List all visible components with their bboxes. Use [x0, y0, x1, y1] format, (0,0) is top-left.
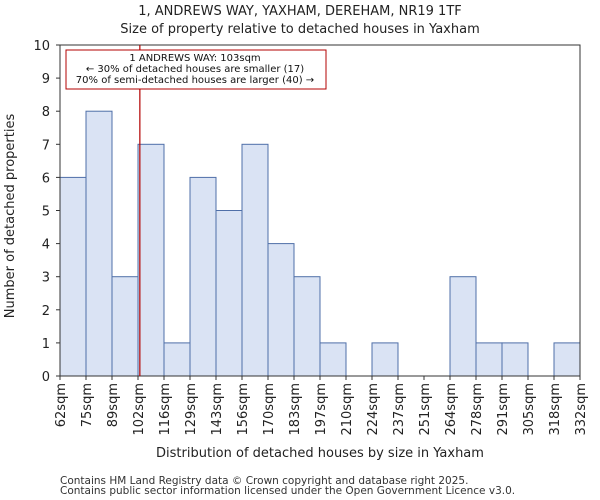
- bar-156sqm: [241, 143, 269, 377]
- x-tick-label: 116sqm: [158, 383, 173, 436]
- x-tick-label: 183sqm: [288, 383, 303, 436]
- y-tick-label: 9: [42, 72, 50, 87]
- bar-89sqm: [111, 276, 139, 377]
- bar-143sqm: [215, 210, 243, 377]
- bar-183sqm: [293, 276, 321, 377]
- y-tick-label: 2: [42, 304, 50, 319]
- x-tick-label: 170sqm: [262, 383, 277, 436]
- x-tick-label: 318sqm: [548, 383, 563, 436]
- bar-278sqm: [475, 342, 503, 377]
- chart-subtitle: Size of property relative to detached ho…: [120, 22, 479, 37]
- footer-line-1: Contains HM Land Registry data © Crown c…: [60, 475, 468, 487]
- bar-318sqm: [553, 342, 581, 377]
- x-tick-label: 156sqm: [236, 383, 251, 436]
- y-tick-label: 8: [42, 105, 50, 120]
- y-axis-ticks: 0 1 2 3 4 5 6 7 8 9 10: [33, 39, 60, 385]
- y-tick-label: 4: [42, 238, 50, 253]
- x-tick-label: 102sqm: [132, 383, 147, 436]
- x-tick-label: 278sqm: [470, 383, 485, 436]
- y-tick-label: 10: [33, 39, 50, 54]
- bar-116sqm: [163, 342, 191, 377]
- annotation-line-3: 70% of semi-detached houses are larger (…: [76, 75, 314, 86]
- x-tick-label: 305sqm: [522, 383, 537, 436]
- bars: [59, 110, 581, 377]
- footer-line-2: Contains public sector information licen…: [60, 485, 515, 497]
- x-tick-label: 264sqm: [444, 383, 459, 436]
- x-tick-label: 224sqm: [366, 383, 381, 436]
- x-tick-label: 332sqm: [574, 383, 589, 436]
- annotation-line-2: ← 30% of detached houses are smaller (17…: [86, 64, 304, 75]
- x-axis-ticks: 62sqm 75sqm 89sqm 102sqm 116sqm 129sqm 143sqm 1…: [54, 376, 589, 436]
- bar-102sqm: [137, 143, 165, 377]
- bar-197sqm: [319, 342, 347, 377]
- bar-291sqm: [501, 342, 529, 377]
- x-tick-label: 62sqm: [54, 383, 69, 427]
- annotation-box: 1 ANDREWS WAY: 103sqm ← 30% of detached …: [65, 49, 327, 90]
- y-tick-label: 5: [42, 205, 50, 220]
- y-tick-label: 0: [42, 370, 50, 385]
- bar-264sqm: [449, 276, 477, 377]
- x-tick-label: 143sqm: [210, 383, 225, 436]
- bar-62sqm: [59, 176, 87, 377]
- x-tick-label: 89sqm: [106, 383, 121, 427]
- x-tick-label: 237sqm: [392, 383, 407, 436]
- x-tick-label: 197sqm: [314, 383, 329, 436]
- bar-224sqm: [371, 342, 399, 377]
- plot-frame: [59, 44, 581, 377]
- x-tick-label: 129sqm: [184, 383, 199, 436]
- x-tick-label: 75sqm: [80, 383, 95, 427]
- x-tick-label: 210sqm: [340, 383, 355, 436]
- y-tick-label: 6: [42, 171, 50, 186]
- x-tick-label: 291sqm: [496, 383, 511, 436]
- y-tick-label: 7: [42, 138, 50, 153]
- y-tick-label: 1: [42, 337, 50, 352]
- chart-title: 1, ANDREWS WAY, YAXHAM, DEREHAM, NR19 1T…: [138, 4, 462, 19]
- x-tick-label: 251sqm: [418, 383, 433, 436]
- x-axis-label: Distribution of detached houses by size …: [156, 446, 484, 461]
- y-axis-label: Number of detached properties: [3, 114, 18, 319]
- bar-75sqm: [85, 110, 113, 377]
- bar-129sqm: [189, 176, 217, 377]
- annotation-line-1: 1 ANDREWS WAY: 103sqm: [129, 53, 260, 64]
- y-tick-label: 3: [42, 271, 50, 286]
- bar-170sqm: [267, 243, 295, 377]
- annotation-frame: [65, 49, 327, 90]
